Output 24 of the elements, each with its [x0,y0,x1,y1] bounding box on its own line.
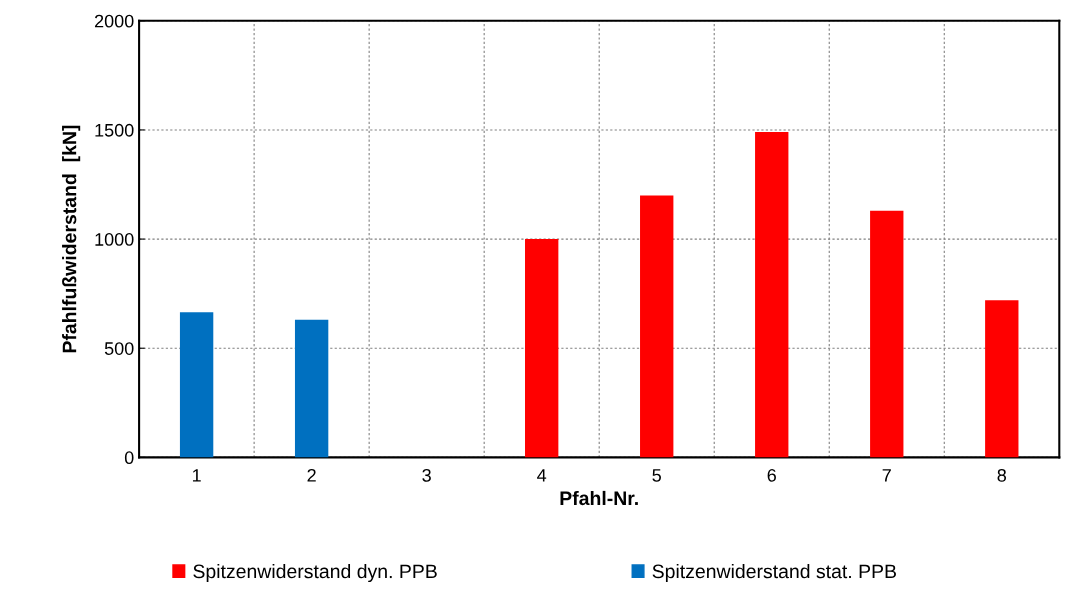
bar [870,210,904,458]
y-tick-label: 0 [124,451,134,465]
y-axis-title: Pfahlfußwiderstand [kN] [62,125,81,353]
bar [525,239,559,458]
y-tick-label: 2000 [94,14,134,28]
x-tick-label: 3 [422,468,431,482]
bar [640,195,674,458]
bar [755,132,789,458]
bar [985,300,1019,458]
x-tick-label: 4 [537,469,547,482]
x-tick-label: 1 [192,469,201,482]
legend-label: Spitzenwiderstand dyn. PPB [193,563,437,583]
x-tick-label: 6 [767,468,776,482]
x-tick-label: 7 [882,469,891,482]
bar [294,319,329,458]
bar [179,312,214,458]
x-axis-title: Pfahl-Nr. [560,490,638,506]
y-tick-label: 500 [104,342,134,355]
y-tick-label: 1500 [95,123,134,137]
x-tick-label: 8 [997,468,1007,482]
x-tick-label: 5 [652,469,661,482]
legend-label: Spitzenwiderstand stat. PPB [652,563,896,583]
x-tick-label: 2 [307,468,316,482]
y-tick-label: 1000 [95,233,134,246]
